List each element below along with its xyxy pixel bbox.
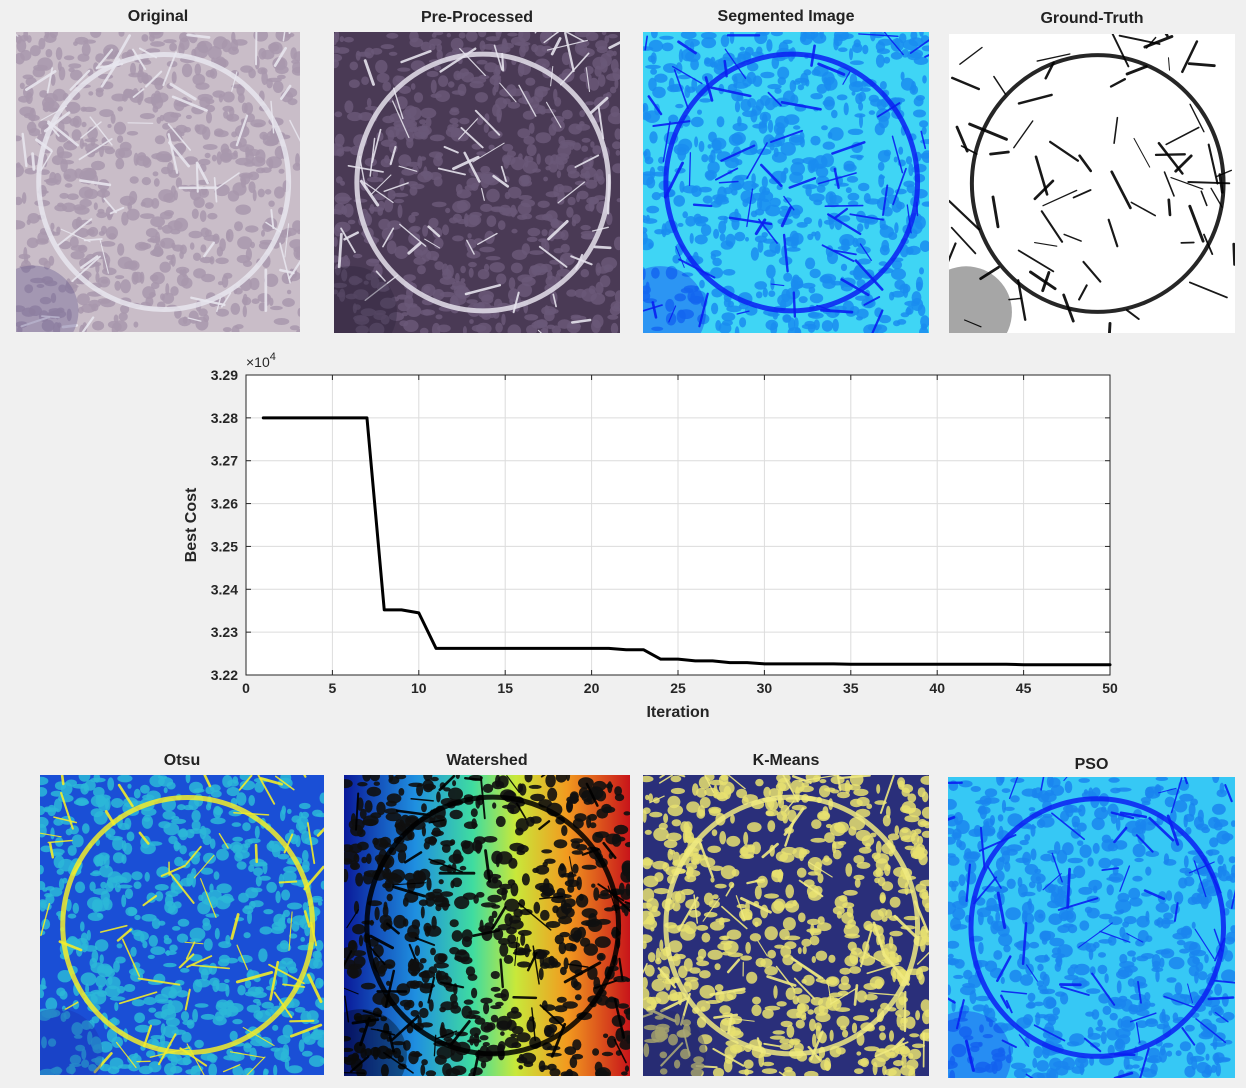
panel-title: Watershed	[446, 752, 528, 769]
panel-groundtruth: Ground-Truth	[949, 6, 1235, 333]
x-tick-label: 35	[843, 680, 859, 696]
x-tick-label: 45	[1016, 680, 1032, 696]
pso-texture	[948, 777, 1235, 1078]
panel-watershed: Watershed	[344, 750, 630, 1076]
panel-title: K-Means	[752, 752, 820, 769]
chart-svg: 0 5 10 15 20 25 30 35 40 45 50 3.22 3.23 3.24 3.25 3.26…	[183, 351, 1118, 721]
panel-kmeans: K-Means	[643, 750, 929, 1076]
original-image	[16, 32, 300, 332]
x-tick-label: 10	[411, 680, 427, 696]
x-axis-label: Iteration	[646, 704, 709, 721]
y-tick-label: 3.29	[211, 367, 238, 383]
panel-title: Original	[127, 8, 189, 25]
panel-title: Ground-Truth	[1040, 10, 1144, 27]
y-tick-label: 3.26	[211, 496, 238, 512]
panel-segmented: Segmented Image	[643, 6, 929, 333]
original-texture	[16, 32, 300, 332]
watershed-image	[344, 775, 630, 1076]
x-tick-label: 15	[497, 680, 513, 696]
x-tick-label: 5	[329, 680, 337, 696]
otsu-image	[40, 775, 324, 1075]
best-cost-chart: 0 5 10 15 20 25 30 35 40 45 50 3.22 3.23 3.24 3.25 3.26…	[170, 345, 1130, 735]
panel-original: Original	[16, 6, 300, 332]
otsu-texture	[40, 775, 324, 1075]
kmeans-image	[643, 775, 929, 1076]
groundtruth-texture	[949, 34, 1235, 333]
y-tick-label: 3.23	[211, 624, 238, 640]
x-tick-label: 25	[670, 680, 686, 696]
y-axis-label: Best Cost	[183, 487, 200, 562]
y-tick-label: 3.22	[211, 667, 238, 683]
segmented-texture	[643, 32, 929, 333]
y-tick-label: 3.24	[211, 581, 238, 597]
preprocessed-texture	[334, 32, 620, 333]
x-tick-label: 30	[757, 680, 773, 696]
groundtruth-image	[949, 34, 1235, 333]
best-cost-series-line	[261, 416, 1112, 667]
x-tick-label: 40	[929, 680, 945, 696]
panel-preprocessed: Pre-Processed	[334, 6, 620, 333]
panel-title: Pre-Processed	[420, 9, 534, 26]
panel-title: Otsu	[163, 752, 201, 769]
y-tick-label: 3.27	[211, 453, 238, 469]
y-tick-label: 3.25	[211, 538, 238, 554]
x-tick-label: 50	[1102, 680, 1118, 696]
y-exponent-label: ×104	[246, 351, 276, 370]
segmented-image	[643, 32, 929, 333]
pso-image	[948, 777, 1235, 1078]
preprocessed-image	[334, 32, 620, 333]
panel-otsu: Otsu	[40, 750, 324, 1075]
y-tick-label: 3.28	[211, 410, 238, 426]
x-tick-label: 0	[242, 680, 250, 696]
panel-title: PSO	[1074, 756, 1109, 773]
kmeans-texture	[643, 775, 929, 1076]
panel-title: Segmented Image	[717, 8, 855, 25]
watershed-texture	[344, 775, 630, 1076]
x-tick-label: 20	[584, 680, 600, 696]
panel-pso: PSO	[948, 752, 1235, 1078]
